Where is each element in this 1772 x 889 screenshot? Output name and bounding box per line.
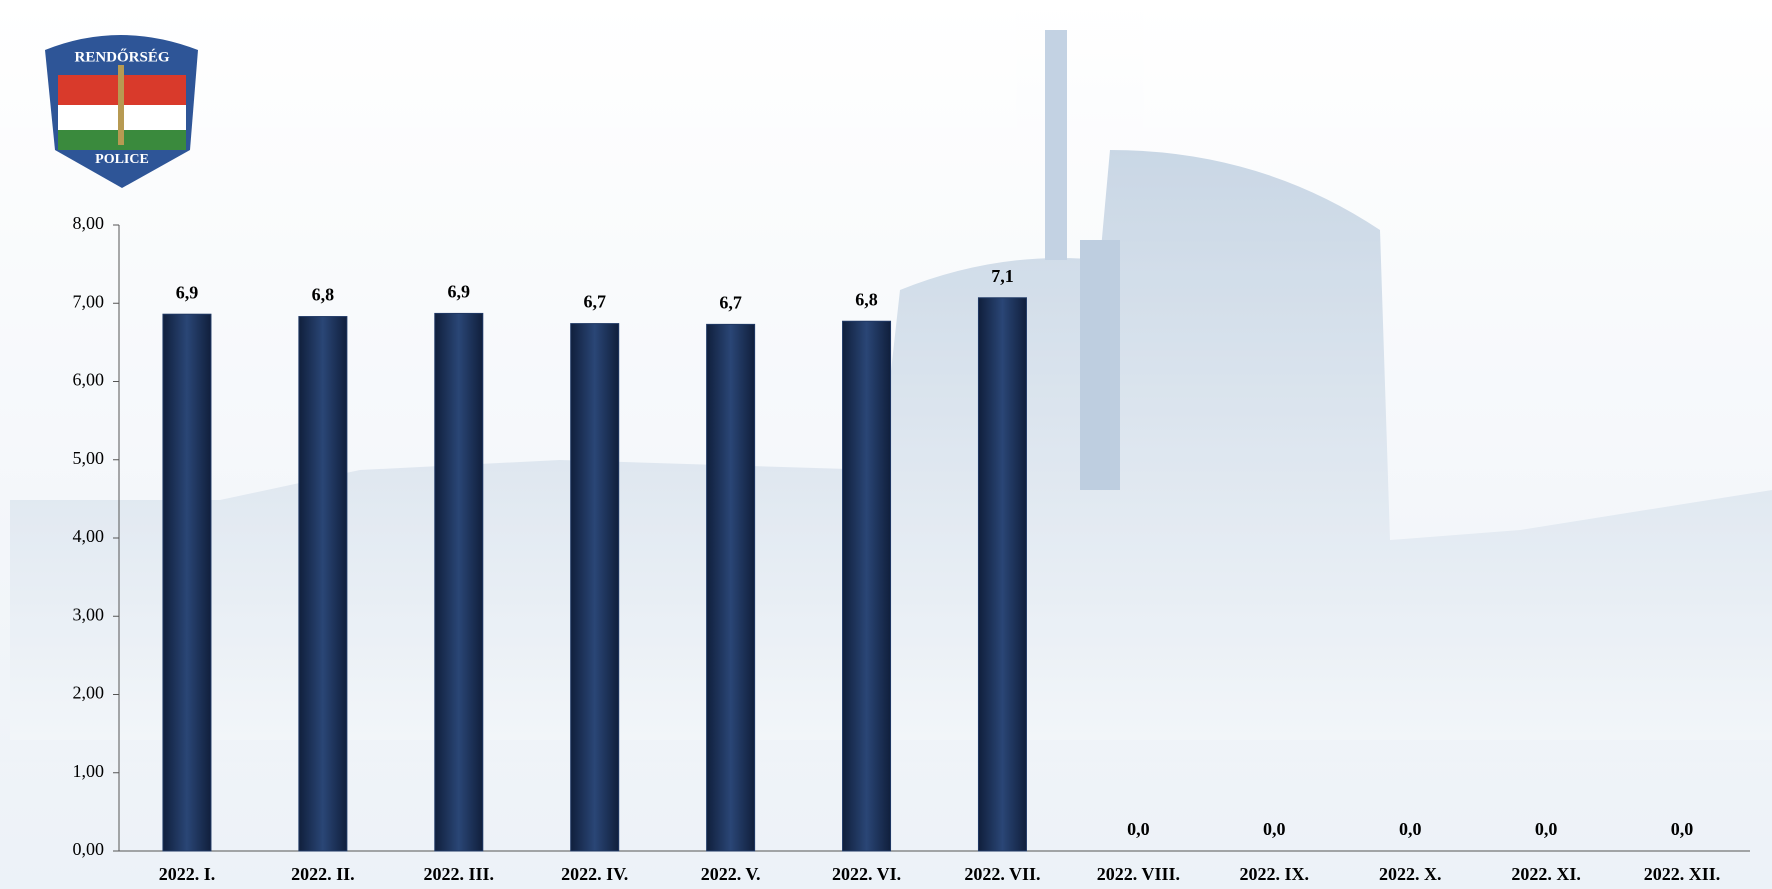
y-tick-label: 1,00 <box>73 761 105 781</box>
x-tick-label: 2022. I. <box>159 864 216 884</box>
x-tick-label: 2022. VII. <box>964 864 1040 884</box>
x-tick-label: 2022. VI. <box>832 864 901 884</box>
y-tick-label: 6,00 <box>73 370 105 390</box>
y-tick-label: 0,00 <box>73 839 105 859</box>
x-tick-label: 2022. IX. <box>1240 864 1310 884</box>
logo: RENDŐRSÉG POLICE <box>45 35 198 188</box>
y-tick-label: 5,00 <box>73 448 105 468</box>
value-label: 0,0 <box>1671 819 1694 839</box>
bar <box>706 323 756 852</box>
y-tick-label: 3,00 <box>73 604 105 624</box>
value-label: 6,9 <box>176 282 199 302</box>
x-tick-label: 2022. II. <box>291 864 355 884</box>
value-label: 6,9 <box>448 282 471 302</box>
logo-top-text: RENDŐRSÉG <box>74 48 169 65</box>
value-label: 0,0 <box>1263 819 1286 839</box>
bar <box>298 316 348 852</box>
bar <box>842 320 892 852</box>
value-label: 6,7 <box>583 292 606 312</box>
value-label: 0,0 <box>1399 819 1422 839</box>
value-label: 6,8 <box>312 285 335 305</box>
bar <box>434 312 484 852</box>
bar <box>162 313 212 852</box>
y-tick-label: 4,00 <box>73 526 105 546</box>
value-label: 0,0 <box>1535 819 1558 839</box>
y-tick-label: 7,00 <box>73 291 105 311</box>
x-tick-label: 2022. VIII. <box>1097 864 1180 884</box>
value-label: 0,0 <box>1127 819 1150 839</box>
x-tick-label: 2022. III. <box>424 864 495 884</box>
x-tick-label: 2022. XI. <box>1511 864 1581 884</box>
bar <box>570 323 620 852</box>
y-tick-label: 2,00 <box>73 683 105 703</box>
value-label: 6,7 <box>719 293 742 313</box>
x-tick-label: 2022. XII. <box>1644 864 1721 884</box>
y-tick-label: 8,00 <box>73 213 105 233</box>
x-tick-label: 2022. IV. <box>561 864 628 884</box>
value-label: 6,8 <box>855 289 878 309</box>
x-tick-label: 2022. V. <box>701 864 761 884</box>
bar <box>977 297 1027 852</box>
logo-bottom-text: POLICE <box>95 152 149 167</box>
value-label: 7,1 <box>991 266 1014 286</box>
x-tick-label: 2022. X. <box>1379 864 1442 884</box>
